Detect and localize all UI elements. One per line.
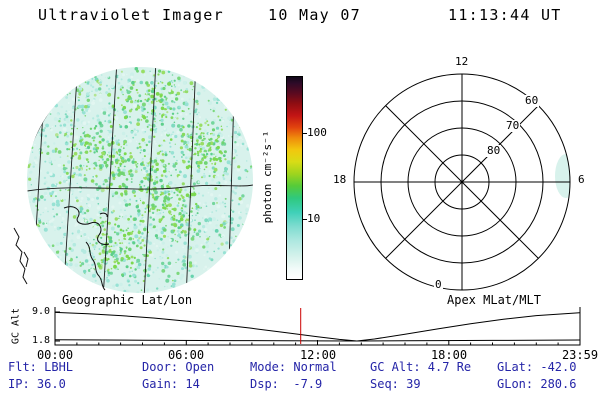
- gc-alt-axes: [54, 307, 581, 346]
- status-door: Door: Open: [142, 360, 215, 374]
- strip-ylabel: GC Alt: [10, 307, 22, 345]
- strip-left-title: Geographic Lat/Lon: [62, 293, 193, 307]
- polar-ring-60: 60: [524, 94, 540, 108]
- status-gain: Gain: 14: [142, 377, 200, 391]
- header-time: 11:13:44 UT: [448, 6, 562, 24]
- strip-right-title: Apex MLat/MLT: [447, 293, 541, 307]
- polar-grid: [353, 73, 571, 291]
- polar-ring-80: 80: [486, 144, 502, 158]
- polar-mlt-6: 6: [578, 173, 585, 186]
- colorbar-tick-10: 10: [307, 212, 321, 225]
- status-glon: GLon: 280.6: [497, 377, 577, 391]
- gc-alt-curve-lower: [54, 339, 580, 342]
- polar-emission-patch: [555, 154, 570, 198]
- colorbar: [286, 76, 303, 280]
- colorbar-tick-100: 100: [307, 126, 327, 139]
- polar-mlt-18: 18: [333, 173, 347, 186]
- disk-speckle-layer: [27, 67, 253, 293]
- colorbar-tickmark-100: [302, 133, 307, 134]
- status-mode: Mode: Normal: [250, 360, 337, 374]
- gc-alt-time-ticks: [54, 340, 581, 345]
- uvi-disk: [13, 67, 253, 293]
- ytick-9: 9.0: [31, 306, 50, 317]
- colorbar-tickmark-10: [302, 219, 307, 220]
- xtick-1200: 12:00: [299, 348, 337, 362]
- disk-coastlines: [13, 206, 110, 291]
- gc-alt-panel: [54, 307, 581, 346]
- colorbar-label: photon cm⁻²s⁻¹: [260, 130, 274, 224]
- ytick-1-8: 1.8: [31, 335, 50, 346]
- xtick-0000: 00:00: [36, 348, 74, 362]
- polar-mlt-12: 12: [455, 55, 469, 68]
- xtick-2359: 23:59: [561, 348, 599, 362]
- status-dsp: Dsp: -7.9: [250, 377, 323, 391]
- xtick-0600: 06:00: [167, 348, 205, 362]
- header-date: 10 May 07: [268, 6, 361, 24]
- status-gc-alt: GC Alt: 4.7 Re: [370, 360, 472, 374]
- polar-ring-70: 70: [505, 119, 521, 133]
- polar-mlt-0: 0: [434, 278, 443, 292]
- app-title: Ultraviolet Imager: [38, 6, 224, 24]
- status-seq: Seq: 39: [370, 377, 421, 391]
- status-flt: Flt: LBHL: [8, 360, 74, 374]
- xtick-1800: 18:00: [430, 348, 468, 362]
- gc-alt-curve-upper: [54, 311, 580, 342]
- polar-rings-and-spokes: [353, 73, 571, 291]
- status-glat: GLat: -42.0: [497, 360, 577, 374]
- status-ip: IP: 36.0: [8, 377, 66, 391]
